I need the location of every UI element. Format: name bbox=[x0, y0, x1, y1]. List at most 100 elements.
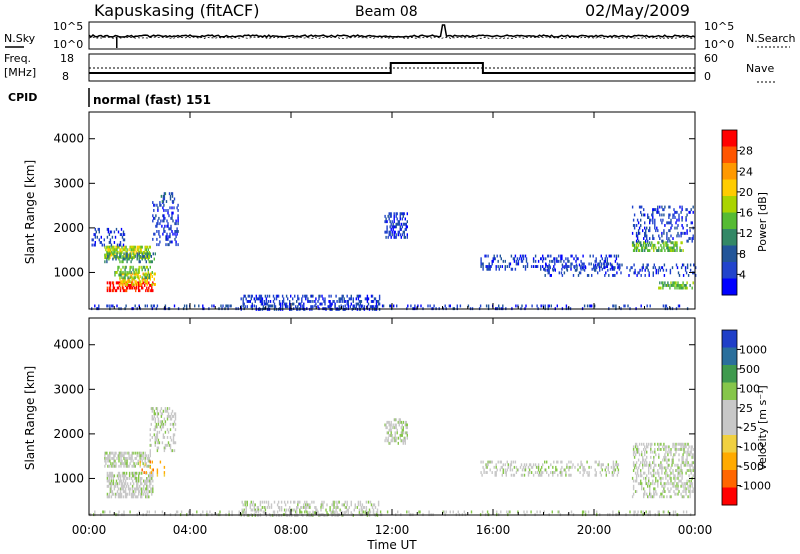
range-gate-cell bbox=[680, 249, 682, 252]
range-gate-cell bbox=[582, 465, 584, 469]
range-gate-cell bbox=[620, 271, 622, 275]
range-gate-cell bbox=[122, 487, 125, 491]
range-gate-cell bbox=[350, 297, 352, 301]
range-gate-cell bbox=[108, 233, 111, 236]
range-gate-cell bbox=[144, 280, 146, 284]
range-gate-cell bbox=[567, 259, 569, 263]
range-gate-cell bbox=[659, 495, 661, 499]
range-gate-cell bbox=[104, 245, 106, 249]
range-gate-cell bbox=[108, 479, 111, 483]
range-gate-cell bbox=[510, 473, 513, 477]
range-gate-cell bbox=[656, 492, 658, 496]
range-gate-cell bbox=[685, 271, 688, 275]
range-gate-cell bbox=[663, 213, 665, 217]
range-gate-cell bbox=[641, 205, 643, 209]
range-gate-cell bbox=[665, 469, 667, 472]
range-gate-cell bbox=[122, 257, 124, 261]
range-gate-cell bbox=[604, 257, 606, 261]
range-gate-cell bbox=[137, 248, 139, 252]
range-gate-cell bbox=[158, 216, 160, 220]
range-gate-cell bbox=[647, 268, 649, 272]
range-gate-cell bbox=[671, 224, 673, 227]
range-gate-cell bbox=[172, 422, 175, 426]
range-gate-cell bbox=[672, 455, 674, 459]
range-gate-cell bbox=[137, 487, 139, 491]
range-gate-cell bbox=[658, 266, 660, 270]
range-gate-cell bbox=[394, 235, 396, 239]
range-gate-cell bbox=[560, 473, 562, 477]
range-gate-cell bbox=[158, 232, 160, 236]
noise-right-tick-top: 10^5 bbox=[704, 20, 734, 33]
range-gate-cell bbox=[481, 262, 483, 266]
range-gate-cell bbox=[552, 465, 554, 469]
colorbar-swatch bbox=[722, 400, 737, 418]
range-gate-cell bbox=[163, 209, 165, 212]
range-gate-cell bbox=[659, 448, 661, 451]
range-gate-cell bbox=[119, 490, 122, 494]
range-gate-cell bbox=[654, 208, 656, 212]
range-gate-cell bbox=[329, 508, 331, 512]
range-gate-cell bbox=[330, 304, 332, 308]
range-gate-cell bbox=[613, 465, 616, 469]
range-gate-cell bbox=[653, 490, 655, 493]
range-gate-cell bbox=[117, 251, 119, 254]
range-gate-cell bbox=[105, 451, 107, 455]
range-gate-cell bbox=[594, 468, 596, 472]
range-gate-cell bbox=[176, 206, 178, 210]
range-gate-cell bbox=[489, 468, 491, 472]
range-gate-cell bbox=[429, 304, 431, 308]
range-gate-cell bbox=[675, 241, 677, 245]
range-gate-cell bbox=[635, 461, 638, 465]
cpid-value: normal (fast) 151 bbox=[93, 93, 211, 107]
range-gate-cell bbox=[685, 458, 687, 462]
range-gate-cell bbox=[123, 471, 126, 475]
range-gate-cell bbox=[166, 415, 169, 418]
range-gate-cell bbox=[666, 284, 668, 287]
range-gate-cell bbox=[486, 471, 488, 474]
range-gate-cell bbox=[171, 206, 173, 210]
range-gate-cell bbox=[665, 450, 667, 454]
range-gate-cell bbox=[132, 451, 134, 455]
range-gate-cell bbox=[170, 449, 173, 453]
range-gate-cell bbox=[137, 271, 139, 274]
range-gate-cell bbox=[657, 471, 659, 475]
range-gate-cell bbox=[219, 510, 221, 514]
range-gate-cell bbox=[683, 231, 685, 235]
range-gate-cell bbox=[132, 471, 135, 475]
range-gate-cell bbox=[667, 281, 669, 285]
range-gate-cell bbox=[138, 289, 140, 293]
range-gate-cell bbox=[632, 241, 635, 245]
range-gate-cell bbox=[114, 451, 116, 455]
range-gate-cell bbox=[171, 415, 174, 418]
range-gate-cell bbox=[320, 302, 322, 306]
range-gate-cell bbox=[583, 268, 586, 272]
range-gate-cell bbox=[675, 469, 677, 472]
range-gate-cell bbox=[133, 474, 136, 478]
range-gate-cell bbox=[671, 284, 673, 287]
range-gate-cell bbox=[653, 455, 655, 459]
range-gate-cell bbox=[112, 492, 115, 496]
range-gate-cell bbox=[137, 281, 139, 285]
range-gate-cell bbox=[146, 286, 148, 290]
range-gate-cell bbox=[246, 503, 248, 507]
range-gate-cell bbox=[683, 445, 685, 449]
range-gate-cell bbox=[635, 476, 638, 480]
range-gate-cell bbox=[605, 471, 607, 474]
range-gate-cell bbox=[678, 304, 681, 308]
range-gate-cell bbox=[542, 463, 544, 467]
range-gate-cell bbox=[508, 262, 511, 266]
range-gate-cell bbox=[118, 454, 120, 458]
range-gate-cell bbox=[397, 220, 399, 224]
range-gate-cell bbox=[653, 495, 655, 499]
range-gate-cell bbox=[369, 500, 372, 504]
range-gate-cell bbox=[278, 300, 281, 303]
range-gate-cell bbox=[688, 490, 690, 493]
range-gate-cell bbox=[153, 304, 155, 308]
range-gate-cell bbox=[401, 439, 403, 443]
range-gate-cell bbox=[128, 271, 130, 274]
range-gate-cell bbox=[145, 487, 147, 491]
range-gate-cell bbox=[665, 445, 667, 449]
range-gate-cell bbox=[485, 304, 488, 308]
range-gate-cell bbox=[263, 500, 266, 504]
range-gate-cell bbox=[149, 260, 151, 264]
